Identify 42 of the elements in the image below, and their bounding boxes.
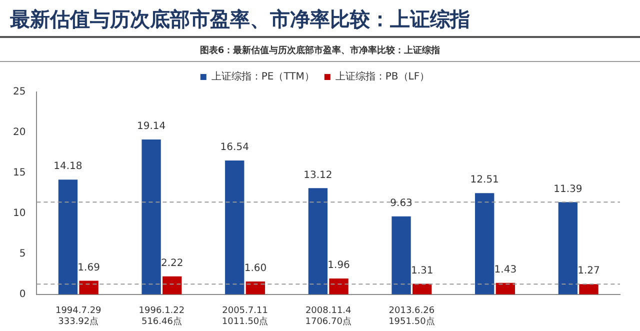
bar [58, 180, 78, 294]
y-tick-label: 20 [12, 127, 26, 138]
data-label: 16.54 [220, 142, 249, 154]
data-label: 12.51 [470, 174, 499, 186]
data-label: 1.43 [494, 264, 517, 276]
data-label: 19.14 [136, 121, 166, 132]
data-label: 1.27 [578, 266, 600, 277]
chart-subtitle: 图表6：最新估值与历次底部市盈率、市净率比较：上证综指 [0, 38, 640, 62]
y-tick-label: 5 [19, 248, 26, 260]
bar [392, 216, 411, 294]
bar [558, 202, 578, 294]
x-tick-label: 2013.6.26 1951.50点 [388, 306, 435, 327]
bar [475, 193, 494, 294]
y-tick-label: 0 [19, 288, 26, 300]
data-label: 14.18 [54, 161, 82, 172]
bar [329, 278, 348, 294]
legend-label: 上证综指：PE（TTM） [211, 70, 314, 83]
x-tick-label: 1996.1.22 516.46点 [138, 306, 185, 327]
data-label: 11.39 [554, 184, 582, 195]
bar [162, 276, 182, 294]
bar [225, 160, 244, 294]
y-tick-label: 10 [12, 208, 26, 220]
legend-label: 上证综指：PB（LF） [335, 70, 430, 83]
data-label: 1.69 [78, 262, 100, 274]
x-tick-label: 1994.7.29 333.92点 [55, 306, 102, 327]
x-tick-label: 2008.11.4 1706.70点 [305, 306, 352, 327]
bar [308, 188, 328, 294]
y-tick-label: 25 [12, 86, 26, 98]
y-tick-label: 15 [12, 168, 26, 179]
data-label: 9.63 [390, 198, 412, 210]
bar [579, 284, 598, 294]
data-label: 1.60 [244, 263, 267, 274]
data-label: 13.12 [304, 170, 332, 181]
data-label: 1.31 [410, 265, 434, 276]
bar [142, 139, 161, 294]
data-label: 2.22 [160, 258, 184, 270]
x-tick-label: 2005.7.11 1011.50点 [222, 306, 268, 327]
bar [79, 280, 98, 294]
data-label: 1.96 [328, 260, 350, 272]
chart-title: 最新估值与历次底部市盈率、市净率比较：上证综指 [0, 0, 640, 38]
bar [246, 281, 266, 294]
bar [412, 284, 432, 294]
